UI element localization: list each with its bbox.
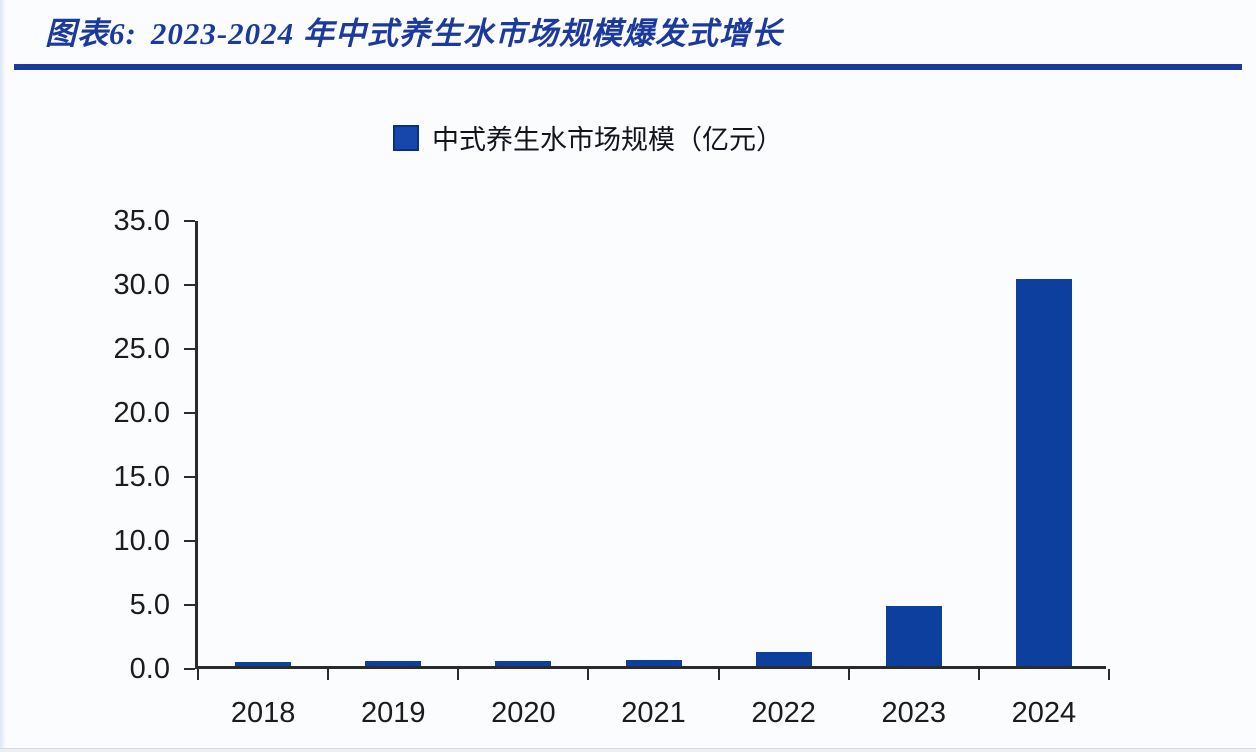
y-axis-tick [184,604,195,606]
chart-legend: 中式养生水市场规模（亿元） [393,118,783,157]
left-accent-strip [0,0,6,752]
x-axis-tick [717,669,720,680]
bar-2021 [625,659,682,666]
title-divider-rule [14,64,1242,70]
y-axis-tick [184,540,195,542]
x-axis-tick [587,669,590,680]
y-axis-tick-label: 0.0 [129,653,170,685]
bar-2018 [235,662,292,666]
y-axis-tick-label: 35.0 [113,205,170,237]
x-axis-tick [977,669,980,680]
bar-2024 [1015,279,1072,666]
y-axis-tick [184,348,195,350]
y-axis-tick [184,284,195,286]
x-axis-label-2022: 2022 [751,697,816,729]
legend-label: 中式养生水市场规模（亿元） [432,125,783,155]
figure-title-text: 2023-2024 年中式养生水市场规模爆发式增长 [150,16,783,51]
legend-swatch-icon [393,124,419,151]
x-axis-label-2019: 2019 [360,697,426,729]
x-axis-tick [847,669,850,680]
y-axis-tick [184,476,195,478]
y-axis-tick-label: 25.0 [113,333,170,365]
y-axis-tick [184,220,195,222]
page-bottom-edge [0,748,1256,752]
y-axis-tick-label: 20.0 [113,397,170,429]
y-axis-tick [184,412,195,414]
x-axis-tick [1108,669,1110,680]
y-axis-tick-label: 30.0 [113,269,170,301]
x-axis-tick [457,669,460,680]
x-axis-label-2024: 2024 [1011,697,1077,729]
plot-area: 0.0 5.0 10.0 15.0 20.0 25.0 30.0 35.0 2018 2019 20… [114,205,1110,729]
bar-2023 [885,605,942,666]
bar-2022 [755,651,812,666]
figure-label: 图表6: [45,16,137,51]
x-axis-label-2018: 2018 [230,697,296,729]
figure-title: 图表6: 2023-2024 年中式养生水市场规模爆发式增长 [45,8,783,53]
bar-2019 [365,660,422,666]
y-axis-tick-label: 5.0 [129,589,170,621]
x-axis-label-2020: 2020 [491,697,556,729]
x-axis-tick [197,669,199,680]
y-axis-tick-label: 15.0 [113,461,170,493]
bar-2020 [495,660,552,666]
x-axis-label-2021: 2021 [621,697,686,729]
y-axis-tick [184,668,195,670]
y-axis-tick-label: 10.0 [113,525,170,557]
x-axis-tick [327,669,330,680]
x-axis-label-2023: 2023 [881,697,947,729]
